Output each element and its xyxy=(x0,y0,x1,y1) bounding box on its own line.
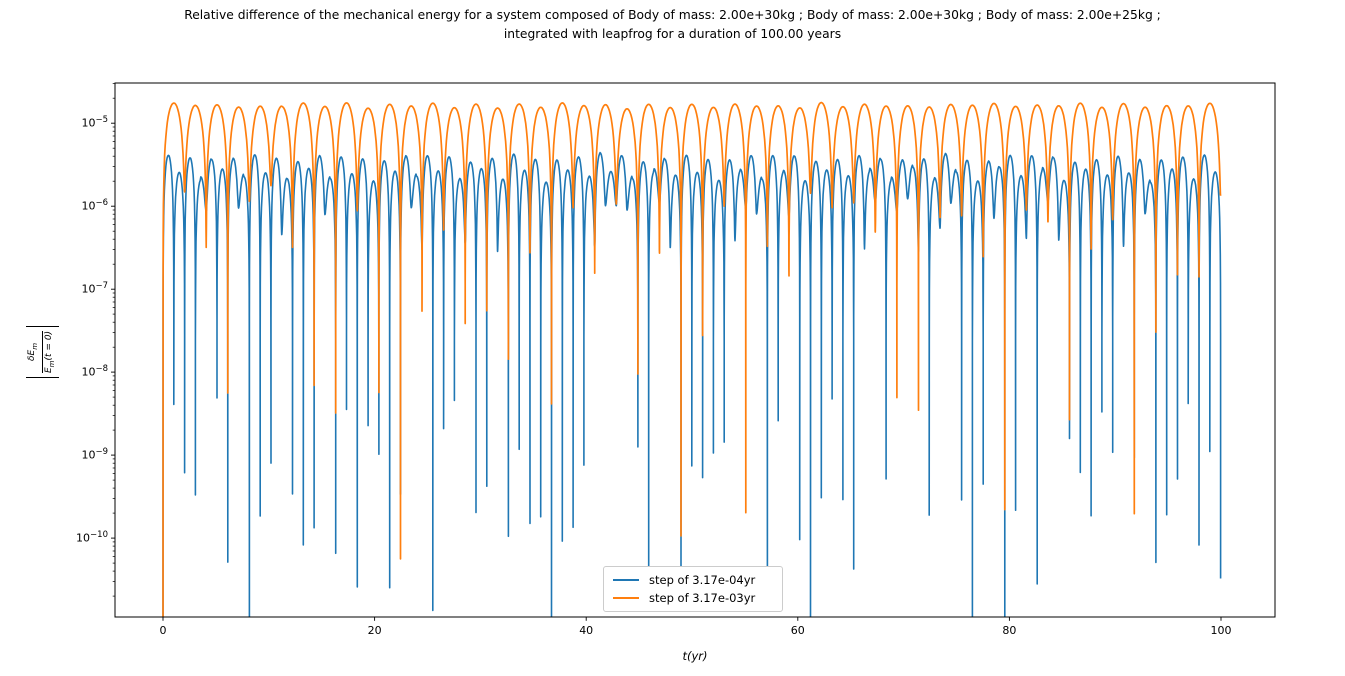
svg-text:40: 40 xyxy=(579,624,593,637)
svg-text:80: 80 xyxy=(1002,624,1016,637)
svg-text:10−7: 10−7 xyxy=(81,281,108,296)
svg-text:10−9: 10−9 xyxy=(81,447,108,462)
y-axis-label: δEm Em(t = 0) xyxy=(26,325,59,378)
chart-title-line1: Relative difference of the mechanical en… xyxy=(184,8,1161,22)
fraction-numerator: δEm xyxy=(27,330,43,373)
legend-entry-step-3.17e-04yr: step of 3.17e-04yr xyxy=(613,571,773,589)
legend: step of 3.17e-04yr step of 3.17e-03yr xyxy=(603,566,783,612)
legend-line-swatch-blue xyxy=(613,579,639,581)
svg-text:10−10: 10−10 xyxy=(76,530,108,545)
x-axis-label: t(yr) xyxy=(682,649,708,663)
chart-title-line2: integrated with leapfrog for a duration … xyxy=(503,27,842,41)
svg-text:100: 100 xyxy=(1211,624,1232,637)
series-line-0 xyxy=(162,151,1222,617)
svg-text:10−6: 10−6 xyxy=(81,198,108,213)
svg-text:20: 20 xyxy=(368,624,382,637)
svg-text:0: 0 xyxy=(160,624,167,637)
legend-label: step of 3.17e-04yr xyxy=(649,573,756,587)
series-line-1 xyxy=(162,101,1222,617)
fraction-denominator: Em(t = 0) xyxy=(43,330,56,373)
legend-label: step of 3.17e-03yr xyxy=(649,591,756,605)
x-axis-ticks: 0 20 40 60 80 100 xyxy=(160,617,1232,637)
y-axis-fraction: δEm Em(t = 0) xyxy=(26,325,59,378)
legend-entry-step-3.17e-03yr: step of 3.17e-03yr xyxy=(613,589,773,607)
axes-frame xyxy=(114,82,1276,618)
svg-text:10−5: 10−5 xyxy=(81,115,108,130)
y-axis-ticks: 10−5 10−6 10−7 10−8 10−9 10−10 xyxy=(76,83,115,597)
legend-line-swatch-orange xyxy=(613,597,639,599)
svg-text:10−8: 10−8 xyxy=(81,364,108,379)
chart-title: Relative difference of the mechanical en… xyxy=(0,6,1345,44)
svg-text:60: 60 xyxy=(791,624,805,637)
